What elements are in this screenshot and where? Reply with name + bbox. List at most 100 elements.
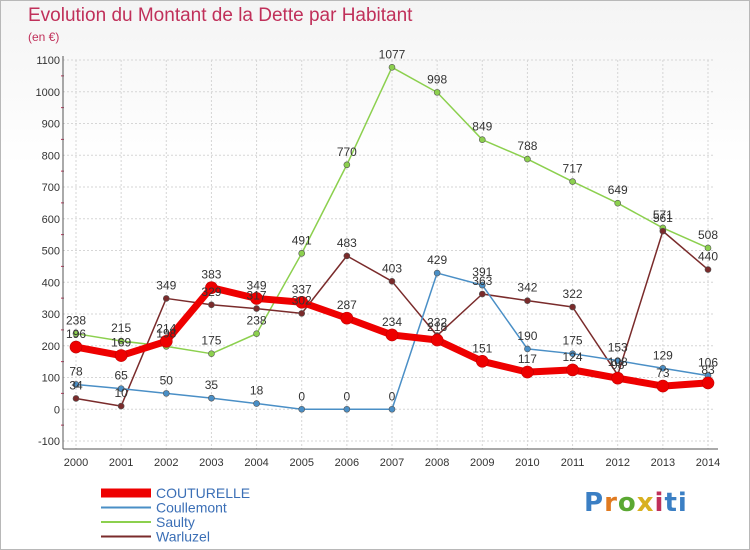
data-label: 238 <box>247 314 267 328</box>
data-label: 1077 <box>379 47 406 61</box>
data-label: 108 <box>608 355 628 369</box>
y-tick-label: 0 <box>54 404 60 416</box>
data-label: 849 <box>472 120 492 134</box>
data-point <box>569 350 576 357</box>
data-point <box>205 281 218 294</box>
data-point <box>524 297 531 304</box>
x-tick-label: 2002 <box>154 457 178 469</box>
data-labels: 238 215 198 175 238 491 770 1077 998 849 788 717 649… <box>66 47 718 403</box>
y-tick-label: 600 <box>42 214 60 226</box>
x-tick-label: 2009 <box>470 457 494 469</box>
data-point <box>569 178 576 185</box>
data-point <box>117 337 125 345</box>
data-point <box>433 89 441 96</box>
data-label: 34 <box>69 378 83 392</box>
data-point <box>208 394 215 402</box>
x-tick-label: 2000 <box>64 457 88 469</box>
y-tick-label: -100 <box>38 436 60 448</box>
data-label: 403 <box>382 261 402 275</box>
data-label: 218 <box>427 320 447 334</box>
legend-label: COUTURELLE <box>156 485 250 501</box>
data-point <box>250 292 263 305</box>
data-label: 391 <box>472 265 492 279</box>
data-label: 491 <box>292 233 312 247</box>
data-label: 561 <box>653 211 673 225</box>
data-label: 10 <box>114 386 128 400</box>
data-point <box>385 328 399 342</box>
data-point <box>478 290 486 298</box>
x-tick-label: 2006 <box>335 457 359 469</box>
data-point <box>704 266 712 273</box>
x-tick-label: 2012 <box>605 457 629 469</box>
data-point <box>72 395 80 402</box>
data-label: 83 <box>701 363 715 377</box>
y-tick-label: 1000 <box>36 87 60 99</box>
legend-label: Saulty <box>156 514 195 530</box>
data-point <box>298 405 306 413</box>
data-point <box>343 252 351 260</box>
data-label: 214 <box>156 321 176 335</box>
data-point <box>72 381 80 388</box>
data-point <box>569 303 576 311</box>
y-tick-label: 300 <box>42 309 60 321</box>
data-label: 196 <box>66 327 86 341</box>
data-label: 232 <box>427 316 447 330</box>
data-label: 717 <box>563 162 583 176</box>
data-point <box>611 371 625 385</box>
data-point <box>72 330 80 337</box>
data-point <box>343 405 351 413</box>
data-label: 342 <box>517 281 537 295</box>
data-point <box>704 244 712 252</box>
data-point <box>614 199 622 207</box>
logo-letter: t <box>664 488 678 518</box>
data-label: 788 <box>517 139 537 153</box>
logo-letter: i <box>654 488 665 518</box>
data-label: 153 <box>608 341 628 355</box>
x-tick-label: 2004 <box>244 457 268 469</box>
data-point <box>298 250 306 257</box>
data-label: 151 <box>472 341 492 355</box>
data-point <box>656 379 670 393</box>
series-line-saulty <box>75 66 709 355</box>
data-label: 50 <box>160 373 174 387</box>
x-tick-label: 2003 <box>199 457 223 469</box>
data-label: 649 <box>608 183 628 197</box>
data-label: 998 <box>427 72 447 86</box>
data-point <box>208 350 215 357</box>
y-tick-label: 200 <box>42 341 60 353</box>
data-label: 363 <box>472 274 492 288</box>
data-point <box>114 349 128 362</box>
x-tick-label: 2007 <box>380 457 404 469</box>
x-tick-label: 2014 <box>696 457 720 469</box>
data-label: 0 <box>344 389 351 403</box>
data-label: 124 <box>563 350 583 364</box>
data-label: 322 <box>563 287 583 301</box>
y-tick-label: 100 <box>42 373 60 385</box>
data-point <box>478 281 486 289</box>
data-point <box>475 355 489 368</box>
data-label: 198 <box>156 326 176 340</box>
data-label: 106 <box>698 356 718 370</box>
data-point <box>162 390 170 397</box>
data-label: 238 <box>66 314 86 328</box>
data-label: 0 <box>298 389 305 403</box>
x-tick-label: 2001 <box>109 457 133 469</box>
data-point <box>343 161 351 169</box>
data-label: 169 <box>111 336 131 350</box>
data-label: 35 <box>205 378 219 392</box>
data-point <box>614 357 622 364</box>
x-tick-label: 2008 <box>425 457 449 469</box>
data-point <box>388 277 396 285</box>
data-point <box>524 345 531 353</box>
data-point <box>524 155 531 163</box>
data-point <box>701 376 715 390</box>
data-label: 337 <box>292 282 312 296</box>
legend-label: Coullemont <box>156 500 227 516</box>
data-point <box>433 269 441 277</box>
data-point <box>298 310 306 317</box>
data-label: 440 <box>698 250 718 264</box>
data-label: 383 <box>201 268 221 282</box>
data-label: 18 <box>250 384 264 398</box>
